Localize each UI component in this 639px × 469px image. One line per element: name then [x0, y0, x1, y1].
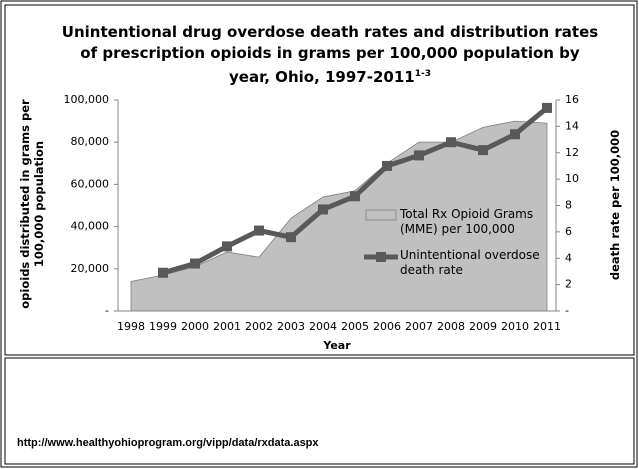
- y2-tick-label: 4: [565, 251, 572, 264]
- marker: [446, 137, 456, 148]
- title-text: Unintentional drug overdose death rates …: [61, 23, 599, 86]
- y-tick-label: 40,000: [71, 220, 110, 233]
- y-tick-label: 60,000: [71, 177, 110, 190]
- x-tick-label: 2002: [245, 320, 273, 333]
- y-axis-label: opioids distributed in grams per 100,000…: [18, 99, 46, 309]
- y2-tick-label: 16: [565, 93, 579, 106]
- y2-tick-label: 12: [565, 146, 579, 159]
- legend-line-marker: [376, 252, 386, 262]
- chart-title: Unintentional drug overdose death rates …: [60, 22, 600, 88]
- marker: [414, 150, 424, 161]
- marker: [158, 267, 168, 278]
- x-axis-label: Year: [322, 339, 351, 352]
- legend-area-swatch: [365, 209, 397, 221]
- marker: [510, 129, 520, 140]
- x-tick-label: 1998: [117, 320, 145, 333]
- y2-tick-label: 10: [565, 172, 579, 185]
- footer-frame: [4, 357, 635, 465]
- marker: [222, 241, 232, 252]
- x-tick-label: 2000: [181, 320, 209, 333]
- marker: [190, 258, 200, 269]
- marker: [382, 160, 392, 171]
- area: [130, 120, 548, 312]
- y2-tick-label: 14: [565, 119, 579, 132]
- x-tick-label: 2003: [277, 320, 305, 333]
- marker: [542, 102, 552, 113]
- marker: [286, 232, 296, 243]
- x-tick-label: 2011: [533, 320, 561, 333]
- y-tick-label: 20,000: [71, 262, 110, 275]
- x-tick-label: 2010: [501, 320, 529, 333]
- y2-tick-label: 6: [565, 225, 572, 238]
- x-tick-label: 2008: [437, 320, 465, 333]
- title-superscript: 1-3: [414, 69, 431, 79]
- legend-line-label: Unintentional overdose death rate: [400, 248, 540, 277]
- y2-axis-label: death rate per 100,000: [608, 129, 622, 281]
- legend-area-label: Total Rx Opioid Grams (MME) per 100,000: [400, 207, 534, 236]
- x-tick-label: 2006: [373, 320, 401, 333]
- y2-tick-label: 8: [565, 199, 572, 212]
- marker: [350, 191, 360, 202]
- source: http://www.healthyohioprogram.org/vipp/d…: [17, 437, 319, 449]
- marker: [318, 204, 328, 215]
- x-tick-label: 2009: [469, 320, 497, 333]
- y-tick-label: 100,000: [64, 93, 110, 106]
- y2-tick-label: 2: [565, 278, 572, 291]
- x-tick-label: 2007: [405, 320, 433, 333]
- chart-frame: [4, 4, 635, 356]
- x-tick-label: 1999: [149, 320, 177, 333]
- marker: [254, 225, 264, 236]
- y-tick-label: 80,000: [71, 135, 110, 148]
- y-tick-label: -: [105, 304, 109, 317]
- y2-tick-label: -: [565, 304, 569, 317]
- x-tick-label: 2005: [341, 320, 369, 333]
- x-tick-label: 2001: [213, 320, 241, 333]
- x-tick-label: 2004: [309, 320, 337, 333]
- marker: [478, 145, 488, 156]
